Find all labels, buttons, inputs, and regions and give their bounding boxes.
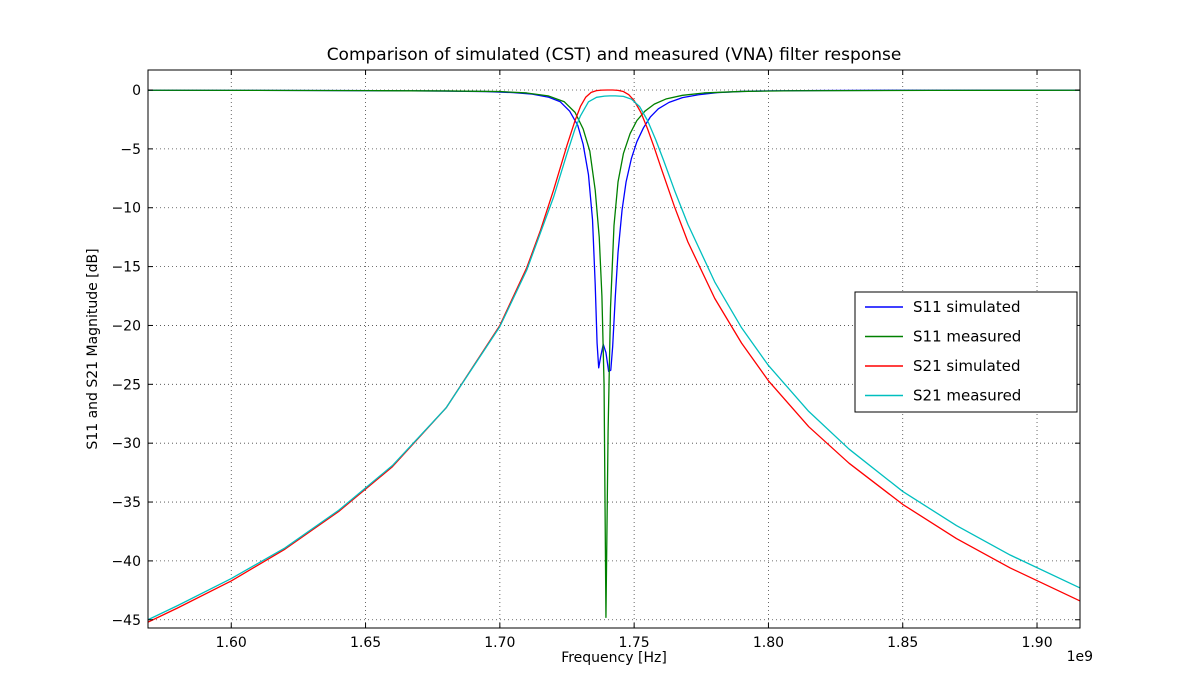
y-tick-label: 0: [132, 83, 141, 99]
x-tick-label: 1.60: [216, 635, 247, 651]
y-tick-label: −45: [111, 613, 141, 629]
series-line-s21-measured: [148, 95, 1080, 621]
y-tick-label: −15: [111, 260, 141, 276]
y-tick-label: −40: [111, 554, 141, 570]
series-lines: [148, 89, 1080, 623]
y-tick-label: −10: [111, 201, 141, 217]
legend-item-s21-simulated: S21 simulated: [865, 357, 1020, 375]
axes-border: [147, 69, 1081, 629]
y-tick-label: −30: [111, 436, 141, 452]
y-tick-label: −35: [111, 495, 141, 511]
legend-label: S11 measured: [913, 328, 1021, 346]
x-tick-label: 1.70: [484, 635, 515, 651]
legend-label: S11 simulated: [913, 298, 1020, 316]
legend-box: S11 simulated S11 measured S21 simulated S2…: [854, 291, 1078, 413]
legend-item-s11-simulated: S11 simulated: [865, 298, 1020, 316]
x-axis-offset-label: 1e9: [1067, 649, 1093, 665]
x-tick-label: 1.85: [887, 635, 918, 651]
x-tick-label: 1.80: [753, 635, 784, 651]
y-axis-label: S11 and S21 Magnitude [dB]: [85, 248, 101, 449]
y-tick-label: −25: [111, 377, 141, 393]
x-tick-label: 1.65: [350, 635, 381, 651]
x-tick-label: 1.75: [619, 635, 650, 651]
y-tick-label: −20: [111, 318, 141, 334]
legend-item-s21-measured: S21 measured: [865, 387, 1021, 405]
page-title: Comparison of simulated (CST) and measur…: [327, 45, 902, 65]
legend-frame: [854, 291, 1078, 413]
x-tick-label: 1.90: [1021, 635, 1052, 651]
tick-labels: 1.60 1.65 1.70 1.75 1.80 1.85 1.90 0 −5 −10 −15 −20…: [111, 83, 1052, 651]
y-tick-label: −5: [120, 142, 141, 158]
series-line-s11-measured: [148, 89, 1080, 619]
legend-item-s11-measured: S11 measured: [865, 328, 1021, 346]
legend-label: S21 measured: [913, 387, 1021, 405]
legend-label: S21 simulated: [913, 357, 1020, 375]
x-axis-label: Frequency [Hz]: [561, 650, 667, 666]
